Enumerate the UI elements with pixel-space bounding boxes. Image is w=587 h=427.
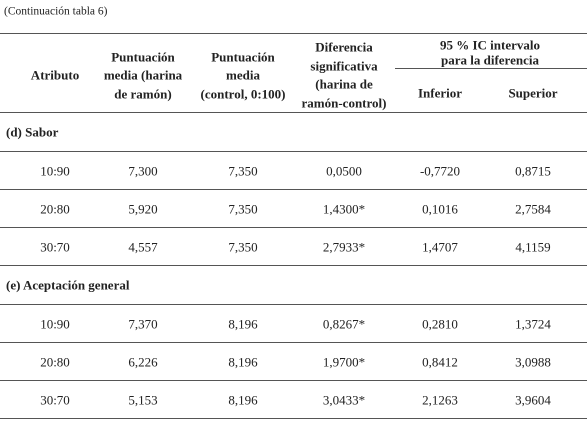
section-title: (e) Aceptación general bbox=[6, 277, 130, 293]
column-header: ramón-control) bbox=[301, 95, 387, 111]
column-header: media bbox=[226, 67, 260, 83]
section-title: (d) Sabor bbox=[6, 124, 59, 140]
cell: 0,2810 bbox=[422, 316, 458, 332]
cell: 6,226 bbox=[128, 354, 158, 370]
cell: 1,4300* bbox=[322, 201, 366, 217]
caption: (Continuación tabla 6) bbox=[4, 5, 108, 18]
rule bbox=[0, 33, 587, 34]
cell: 8,196 bbox=[228, 316, 258, 332]
cell: 5,920 bbox=[128, 201, 158, 217]
column-header: significativa bbox=[310, 58, 378, 74]
cell: 2,7933* bbox=[322, 239, 366, 255]
group-header: para la diferencia bbox=[441, 52, 539, 68]
cell: 10:90 bbox=[40, 316, 70, 332]
cell: 3,0988 bbox=[515, 354, 551, 370]
cell: 4,557 bbox=[128, 239, 158, 255]
group-header: 95 % IC intervalo bbox=[439, 37, 541, 53]
cell: 20:80 bbox=[40, 201, 70, 217]
column-header: Puntuación bbox=[111, 49, 175, 64]
cell: 8,196 bbox=[228, 354, 258, 370]
subcolumn-header: Inferior bbox=[417, 85, 463, 101]
cell: 0,1016 bbox=[422, 201, 458, 217]
cell: 3,0433* bbox=[322, 392, 366, 408]
cell: 7,350 bbox=[228, 239, 258, 255]
column-header: media (harina bbox=[103, 67, 183, 83]
rule bbox=[0, 189, 587, 190]
cell: 0,8267* bbox=[322, 316, 366, 332]
cell: 0,8412 bbox=[422, 354, 458, 370]
cell: 1,4707 bbox=[422, 239, 458, 255]
cell: 5,153 bbox=[128, 392, 158, 408]
subcolumn-header: Superior bbox=[508, 85, 558, 101]
cell: 10:90 bbox=[40, 163, 70, 179]
cell: -0,7720 bbox=[419, 163, 461, 179]
rule bbox=[0, 265, 587, 266]
rule bbox=[0, 418, 587, 419]
cell: 7,350 bbox=[228, 201, 258, 217]
rule bbox=[0, 112, 587, 113]
cell: 20:80 bbox=[40, 354, 70, 370]
rule bbox=[0, 151, 587, 152]
rule bbox=[395, 68, 587, 69]
column-header: Atributo bbox=[30, 67, 80, 83]
cell: 30:70 bbox=[40, 239, 70, 255]
column-header: de ramón) bbox=[114, 86, 172, 101]
cell: 7,350 bbox=[228, 163, 258, 179]
column-header: Puntuación bbox=[211, 49, 275, 64]
cell: 8,196 bbox=[228, 392, 258, 408]
cell: 2,1263 bbox=[422, 392, 458, 408]
cell: 0,8715 bbox=[515, 163, 551, 179]
column-header: (control, 0:100) bbox=[200, 86, 286, 101]
cell: 1,3724 bbox=[515, 316, 551, 332]
cell: 3,9604 bbox=[515, 392, 551, 408]
cell: 0,0500 bbox=[326, 163, 362, 179]
column-header: Diferencia bbox=[315, 39, 373, 55]
cell: 4,1159 bbox=[515, 239, 551, 255]
cell: 1,9700* bbox=[322, 354, 366, 370]
cell: 2,7584 bbox=[515, 201, 551, 217]
cell: 7,370 bbox=[128, 316, 158, 332]
rule bbox=[0, 380, 587, 381]
rule bbox=[0, 227, 587, 228]
cell: 7,300 bbox=[128, 163, 158, 179]
cell: 30:70 bbox=[40, 392, 70, 408]
rule bbox=[0, 304, 587, 305]
rule bbox=[0, 342, 587, 343]
column-header: (harina de bbox=[315, 76, 373, 92]
